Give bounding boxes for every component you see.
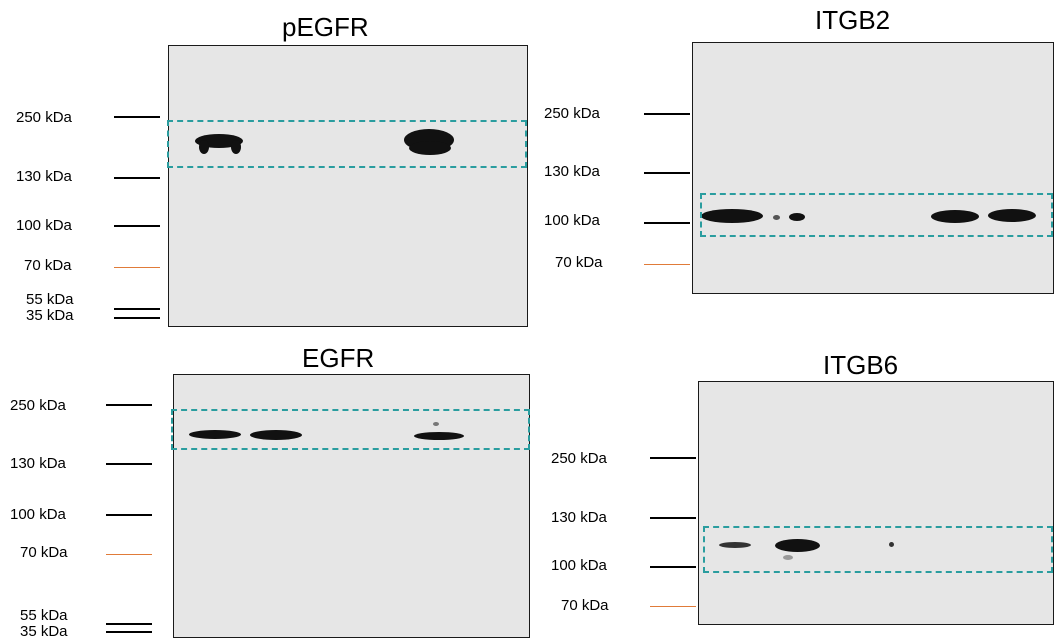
highlight-box — [700, 193, 1053, 237]
marker-label-130: 130 kDa — [16, 168, 72, 185]
marker-line-250 — [650, 457, 696, 459]
protein-band — [988, 209, 1036, 222]
marker-label-70: 70 kDa — [561, 597, 609, 614]
marker-line-100 — [114, 225, 160, 227]
marker-label-70: 70 kDa — [555, 254, 603, 271]
marker-label-130: 130 kDa — [551, 509, 607, 526]
panel-title: pEGFR — [282, 12, 369, 42]
marker-label-35: 35 kDa — [26, 307, 74, 324]
marker-label-100: 100 kDa — [16, 217, 72, 234]
marker-label-130: 130 kDa — [10, 455, 66, 472]
marker-line-70 — [650, 606, 696, 607]
marker-label-100: 100 kDa — [10, 506, 66, 523]
marker-label-70: 70 kDa — [20, 544, 68, 561]
highlight-box — [171, 409, 530, 450]
blot-image — [168, 45, 528, 327]
marker-line-35 — [114, 317, 160, 319]
protein-band — [189, 430, 241, 439]
marker-label-100: 100 kDa — [544, 212, 600, 229]
protein-band — [931, 210, 979, 223]
marker-label-35: 35 kDa — [20, 623, 68, 640]
blot-image — [698, 381, 1054, 625]
protein-band — [773, 215, 780, 220]
marker-line-55 — [106, 623, 152, 625]
marker-line-250 — [106, 404, 152, 406]
marker-line-70 — [644, 264, 690, 265]
marker-line-35 — [106, 631, 152, 633]
marker-label-55: 55 kDa — [20, 607, 68, 624]
marker-line-130 — [114, 177, 160, 179]
marker-line-100 — [106, 514, 152, 516]
protein-band — [231, 140, 241, 154]
marker-label-250: 250 kDa — [16, 109, 72, 126]
protein-band — [889, 542, 894, 547]
protein-band — [409, 141, 451, 155]
protein-band — [775, 539, 820, 552]
panel-title: ITGB2 — [815, 5, 891, 35]
highlight-box — [703, 526, 1053, 573]
marker-line-130 — [106, 463, 152, 465]
marker-line-250 — [114, 116, 160, 118]
marker-label-55: 55 kDa — [26, 291, 74, 308]
marker-line-55 — [114, 308, 160, 310]
highlight-box — [167, 120, 527, 168]
marker-line-70 — [106, 554, 152, 555]
marker-line-70 — [114, 267, 160, 268]
marker-label-250: 250 kDa — [551, 450, 607, 467]
marker-line-100 — [644, 222, 690, 224]
marker-line-130 — [644, 172, 690, 174]
marker-label-100: 100 kDa — [551, 557, 607, 574]
protein-band — [701, 209, 763, 223]
marker-label-70: 70 kDa — [24, 257, 72, 274]
marker-line-100 — [650, 566, 696, 568]
protein-band — [719, 542, 751, 548]
marker-label-250: 250 kDa — [10, 397, 66, 414]
blot-image — [173, 374, 530, 638]
marker-label-130: 130 kDa — [544, 163, 600, 180]
panel-title: ITGB6 — [823, 350, 899, 380]
protein-band — [414, 432, 464, 440]
blot-image — [692, 42, 1054, 294]
protein-band — [783, 555, 793, 560]
marker-label-250: 250 kDa — [544, 105, 600, 122]
protein-band — [789, 213, 805, 221]
panel-title: EGFR — [302, 343, 375, 373]
marker-line-130 — [650, 517, 696, 519]
protein-band — [433, 422, 439, 426]
marker-line-250 — [644, 113, 690, 115]
protein-band — [199, 140, 209, 154]
protein-band — [250, 430, 302, 440]
